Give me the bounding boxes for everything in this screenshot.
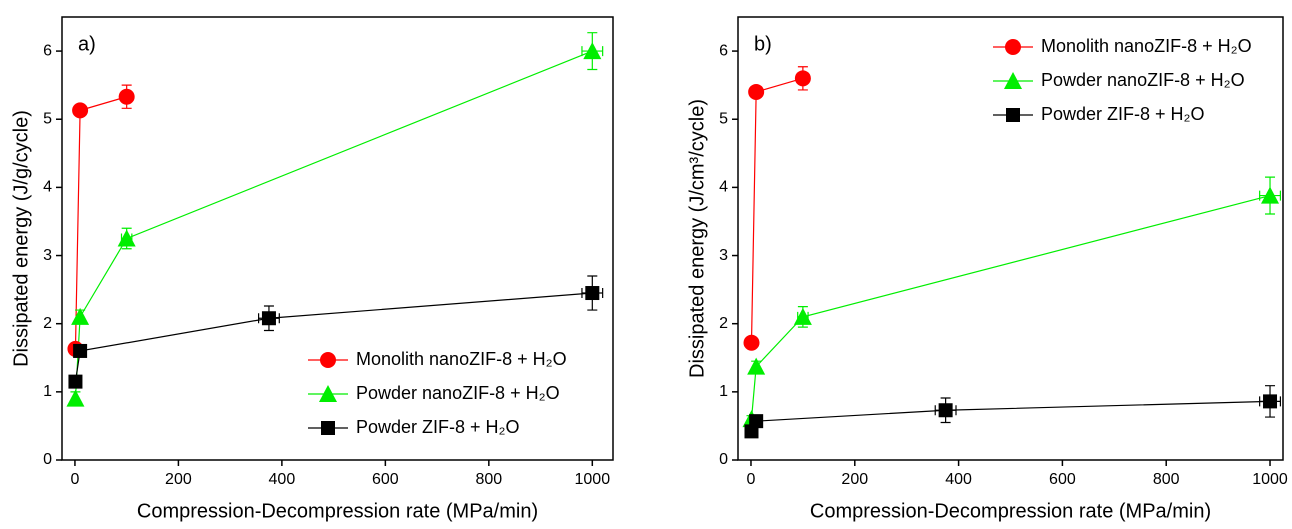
- legend-label: Powder ZIF-8 + H₂O: [1041, 104, 1205, 124]
- marker: [794, 70, 811, 87]
- legend-marker: [319, 385, 337, 402]
- marker: [118, 88, 135, 105]
- legend-marker: [1004, 72, 1022, 89]
- series-line: [750, 77, 804, 343]
- y-axis-label: Dissipated energy (J/cm³/cycle): [686, 99, 708, 378]
- x-tick-label: 0: [70, 471, 79, 488]
- plot-frame: [737, 16, 1284, 461]
- x-tick-label: 1000: [575, 471, 611, 488]
- x-tick-label: 400: [945, 471, 972, 488]
- y-tick-label: 6: [719, 42, 728, 59]
- y-tick-label: 1: [43, 383, 52, 400]
- marker: [749, 414, 764, 429]
- x-tick-label: 600: [1049, 471, 1076, 488]
- y-tick-label: 6: [43, 42, 52, 59]
- marker: [938, 403, 953, 418]
- series-line: [750, 400, 1271, 432]
- marker: [73, 343, 88, 358]
- marker: [1261, 186, 1280, 204]
- marker: [117, 229, 136, 247]
- x-tick-label: 600: [372, 471, 399, 488]
- series-line: [750, 194, 1271, 420]
- marker: [583, 42, 602, 60]
- legend-label: Powder nanoZIF-8 + H₂O: [356, 383, 560, 403]
- x-axis-label: Compression-Decompression rate (MPa/min): [810, 500, 1211, 522]
- x-tick-label: 400: [269, 471, 296, 488]
- marker: [71, 307, 90, 325]
- y-tick-label: 5: [719, 110, 728, 127]
- series-line: [74, 292, 593, 382]
- panel-label: b): [754, 33, 772, 55]
- legend-marker: [321, 421, 335, 435]
- y-tick-label: 4: [43, 179, 52, 196]
- y-tick-label: 0: [43, 451, 52, 468]
- marker: [72, 102, 89, 119]
- marker: [793, 307, 812, 325]
- x-tick-label: 800: [475, 471, 502, 488]
- y-tick-label: 2: [719, 315, 728, 332]
- marker: [748, 83, 765, 100]
- y-tick-label: 5: [43, 110, 52, 127]
- legend-label: Powder ZIF-8 + H₂O: [356, 417, 520, 437]
- panel-label: a): [78, 33, 96, 55]
- y-axis-label: Dissipated energy (J/g/cycle): [10, 110, 32, 367]
- y-tick-label: 3: [719, 247, 728, 264]
- series-line: [74, 50, 593, 399]
- legend-label: Powder nanoZIF-8 + H₂O: [1041, 70, 1245, 90]
- y-tick-label: 4: [719, 179, 728, 196]
- marker: [1263, 394, 1278, 409]
- x-axis-label: Compression-Decompression rate (MPa/min): [137, 500, 538, 522]
- marker: [68, 374, 83, 389]
- marker: [66, 389, 85, 407]
- marker: [743, 334, 760, 351]
- marker: [585, 286, 600, 301]
- x-tick-label: 800: [1153, 471, 1180, 488]
- legend-marker: [320, 352, 336, 368]
- plot-frame: [61, 16, 614, 461]
- y-tick-label: 1: [719, 383, 728, 400]
- y-tick-label: 2: [43, 315, 52, 332]
- marker: [261, 311, 276, 326]
- x-tick-label: 1000: [1252, 471, 1288, 488]
- legend-marker: [1006, 108, 1020, 122]
- x-tick-label: 200: [841, 471, 868, 488]
- x-tick-label: 200: [165, 471, 192, 488]
- legend-marker: [1005, 39, 1021, 55]
- legend-label: Monolith nanoZIF-8 + H₂O: [1041, 36, 1252, 56]
- y-tick-label: 0: [719, 451, 728, 468]
- marker: [747, 357, 766, 375]
- x-tick-label: 0: [747, 471, 756, 488]
- y-tick-label: 3: [43, 247, 52, 264]
- legend-label: Monolith nanoZIF-8 + H₂O: [356, 349, 567, 369]
